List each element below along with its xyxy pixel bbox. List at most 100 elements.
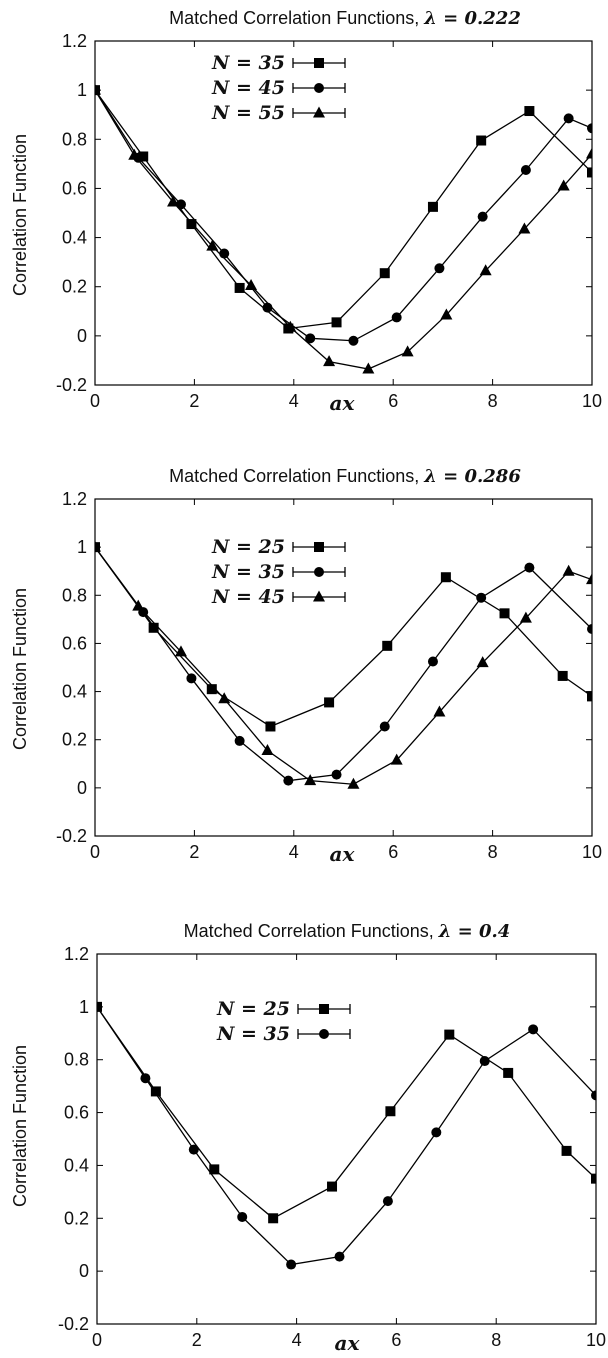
y-tick-label: 0 [79,1261,89,1281]
x-tick-label: 6 [391,1330,401,1350]
x-tick-label: 2 [189,391,199,411]
chart-svg-3: Matched Correlation Functions, λ = 0.4 C… [10,921,606,1355]
y-tick-label: 1 [77,537,87,557]
data-point-square [499,608,510,619]
x-tick-label: 8 [491,1330,501,1350]
data-point-circle [520,165,531,175]
x-tick-label: 10 [582,842,602,862]
x-axis-label: ax [330,842,356,866]
chart-panel-2: Matched Correlation Functions, λ = 0.286… [0,452,608,904]
y-tick-label: 1.2 [62,31,87,51]
data-point-triangle [323,355,336,367]
data-point-circle [283,775,294,786]
series-line [95,546,592,728]
legend-entry: N = 55 [211,102,346,124]
y-tick-label: 0.4 [62,228,87,248]
data-point-circle [528,1024,539,1035]
data-point-triangle [261,744,274,756]
legend-marker-square [314,542,324,552]
series-line [95,89,592,370]
y-tick-label: 1 [79,997,89,1017]
x-tick-label: 10 [586,1330,606,1350]
x-tick-label: 4 [289,842,299,862]
x-axis-label: ax [335,1331,361,1355]
data-point-square [206,684,217,695]
data-point-triangle [557,179,570,191]
data-point-square [138,151,149,162]
data-point-triangle [440,308,453,320]
legend-entry: N = 35 [211,561,346,583]
legend-marker-square [319,1004,329,1014]
legend-label: N = 55 [211,102,285,124]
plot-area: 0 2 4 6 8 10-0.200.20.40.60.811.2N = 25N = 35 [58,944,606,1350]
series-line [97,1006,596,1220]
data-point-circle [591,1090,596,1101]
data-point-square [324,697,335,708]
data-point-square [234,282,245,293]
x-tick-label: 0 [92,1330,102,1350]
data-point-triangle [479,264,492,276]
data-point-circle [188,1144,199,1155]
series-line [95,89,592,330]
data-point-square [587,167,592,178]
series-line [95,546,592,785]
data-point-square [440,572,451,583]
data-point-triangle [167,195,180,207]
data-point-triangle [476,656,489,668]
data-point-triangle [245,278,258,290]
data-point-square [148,622,159,633]
legend-entry: N = 45 [211,586,346,608]
legend-label: N = 25 [211,536,285,558]
legend-marker-triangle [313,106,325,118]
data-point-circle [382,1196,393,1207]
series-3 [95,540,592,789]
data-point-circle [479,1056,490,1067]
data-point-square [382,640,393,651]
chart-title: Matched Correlation Functions, λ = 0.4 [184,921,511,942]
x-tick-label: 6 [388,842,398,862]
data-point-circle [331,769,342,780]
y-tick-label: 1.2 [64,944,89,964]
data-point-triangle [401,345,414,357]
legend-marker-circle [314,83,324,93]
data-point-triangle [390,753,403,765]
data-point-circle [427,656,438,667]
data-point-triangle [132,599,145,611]
chart-panel-1: Matched Correlation Functions, λ = 0.222… [0,0,608,452]
data-point-circle [587,623,592,634]
x-tick-label: 8 [488,842,498,862]
chart-svg-2: Matched Correlation Functions, λ = 0.286… [10,466,602,866]
series-2 [95,542,592,786]
x-tick-label: 0 [90,842,100,862]
y-tick-label: -0.2 [58,1314,89,1334]
data-point-triangle [95,83,101,95]
axes-frame [94,40,593,386]
y-tick-label: 1.2 [62,489,87,509]
data-point-square [150,1086,161,1097]
x-tick-label: 10 [582,391,602,411]
legend-entry: N = 25 [211,536,346,558]
data-point-square [503,1067,514,1078]
data-point-square [587,691,592,702]
data-point-circle [334,1251,345,1262]
data-point-square [331,317,342,328]
data-point-square [524,106,535,117]
legend-label: N = 45 [211,586,285,608]
x-tick-label: 2 [192,1330,202,1350]
y-tick-label: 0.2 [64,1208,89,1228]
y-tick-label: 0.4 [64,1155,89,1175]
x-tick-label: 6 [388,391,398,411]
legend-entry: N = 45 [211,77,346,99]
y-tick-label: 0 [77,778,87,798]
y-tick-label: 0 [77,326,87,346]
data-point-circle [391,312,402,323]
chart-title: Matched Correlation Functions, λ = 0.286 [169,466,521,487]
y-tick-label: 0.6 [64,1103,89,1123]
x-tick-label: 0 [90,391,100,411]
data-point-circle [524,562,535,573]
data-point-triangle [586,147,592,159]
legend-label: N = 35 [216,1023,290,1045]
legend-entry: N = 35 [211,52,346,74]
data-point-square [186,219,197,230]
legend-label: N = 35 [211,561,285,583]
